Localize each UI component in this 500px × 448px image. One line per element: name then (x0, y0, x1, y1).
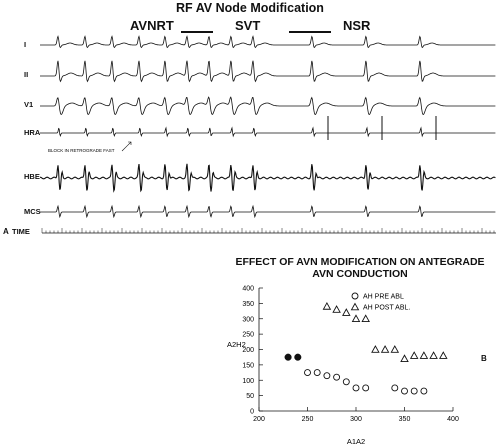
y-tick-label: 300 (242, 316, 254, 323)
segment-label-avnrt: AVNRT (130, 18, 174, 33)
trace-lead-ii (40, 60, 496, 83)
data-point-series-0 (313, 369, 321, 377)
data-point-series-0 (323, 372, 331, 380)
panel-label-a: A (3, 227, 9, 236)
y-tick-label: 400 (242, 286, 254, 293)
trace-lead-hbe (39, 163, 496, 193)
x-tick-label: 400 (447, 416, 459, 423)
data-point-series-0 (333, 373, 341, 381)
data-point-series-0 (362, 384, 370, 392)
x-tick-label: 300 (350, 416, 362, 423)
segment-label-svt: SVT (235, 18, 261, 33)
data-point-series-2 (419, 351, 429, 359)
data-point-series-0 (420, 387, 428, 395)
data-point-series-0 (391, 384, 399, 392)
segment-divider (181, 31, 213, 33)
legend-marker-post (350, 302, 360, 311)
x-tick-label: 250 (302, 416, 314, 423)
data-point-series-2 (361, 314, 370, 322)
data-point-series-1 (284, 353, 292, 361)
data-point-series-2 (409, 351, 419, 359)
y-tick-label: 50 (246, 393, 254, 400)
data-point-series-2 (380, 345, 390, 353)
y-axis-label: A2H2 (227, 340, 246, 349)
data-point-series-2 (342, 308, 351, 316)
data-point-series-2 (332, 305, 341, 313)
x-tick-label: 200 (253, 416, 265, 423)
data-point-series-2 (429, 351, 438, 359)
data-point-series-2 (322, 302, 332, 310)
x-tick-label: 350 (399, 416, 411, 423)
legend-marker-pre (351, 292, 359, 300)
figure-title: RF AV Node Modification (176, 1, 324, 15)
y-tick-label: 350 (242, 301, 254, 308)
x-axis-label: A1A2 (347, 437, 365, 446)
lead-label-time: TIME (12, 227, 30, 236)
y-tick-label: 0 (250, 409, 254, 416)
electrogram-traces: BLOCK IN RETROGRADE FAST (39, 35, 496, 234)
data-point-series-0 (401, 387, 408, 395)
data-point-series-2 (351, 314, 361, 322)
trace-lead-hra (40, 126, 496, 138)
trace-lead-v1 (40, 96, 496, 116)
annotation-block-retrograde: BLOCK IN RETROGRADE FAST (48, 148, 115, 153)
data-point-series-2 (439, 351, 448, 359)
data-point-series-0 (410, 387, 418, 395)
lead-label-i: I (24, 40, 27, 49)
y-tick-label: 250 (242, 332, 254, 339)
chart-title-line-2: AVN CONDUCTION (312, 268, 408, 280)
segment-label-nsr: NSR (343, 18, 371, 33)
data-point-series-0 (304, 369, 311, 377)
data-point-series-2 (371, 345, 380, 353)
annotation-arrow (121, 141, 132, 152)
annotation-arrowhead (128, 141, 132, 145)
chart-title-line-1: EFFECT OF AVN MODIFICATION ON ANTEGRADE (235, 256, 485, 268)
data-point-series-0 (342, 378, 350, 386)
trace-lead-i (40, 35, 496, 49)
lead-label-ii: II (24, 70, 29, 79)
data-point-series-1 (294, 353, 302, 361)
lead-label-v1: V1 (24, 100, 34, 109)
lead-label-hbe: HBE (24, 172, 40, 181)
segment-divider (289, 31, 331, 33)
legend-label-post: AH POST ABL. (363, 305, 410, 312)
y-tick-label: 150 (242, 362, 254, 369)
data-point-series-2 (400, 354, 409, 362)
legend-label-pre: AH PRE ABL (363, 294, 404, 301)
data-point-series-0 (352, 384, 360, 392)
trace-lead-mcs (40, 204, 496, 219)
y-tick-label: 200 (242, 347, 254, 354)
y-tick-label: 100 (242, 378, 254, 385)
panel-label-b: B (481, 354, 487, 363)
lead-label-mcs: MCS (24, 207, 41, 216)
lead-label-hra: HRA (24, 128, 41, 137)
data-point-series-2 (390, 345, 400, 353)
